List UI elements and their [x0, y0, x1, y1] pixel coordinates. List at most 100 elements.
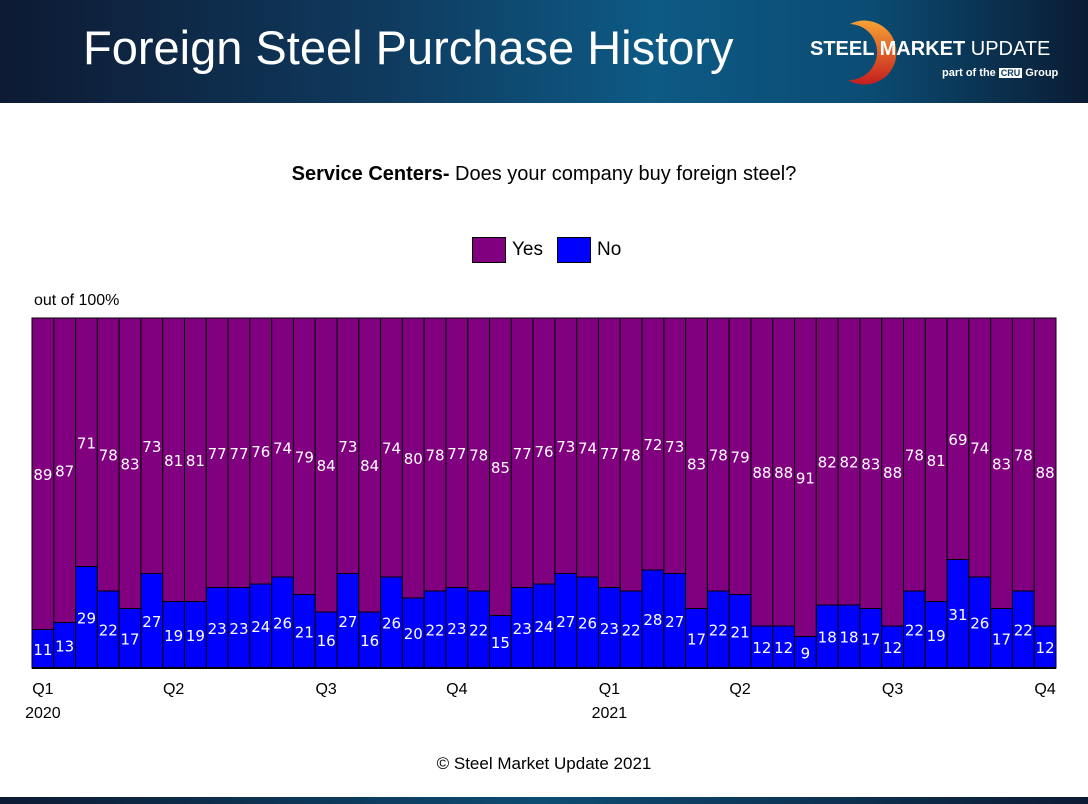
data-label-yes: 78: [99, 447, 118, 465]
data-label-yes: 71: [77, 434, 96, 452]
steel-market-update-logo: STEEL MARKET UPDATE part of the CRU Group: [810, 12, 1070, 92]
legend-swatch-yes: [472, 237, 506, 263]
data-label-no: 22: [622, 622, 641, 640]
footer-strip: [0, 797, 1088, 804]
data-label-no: 23: [600, 620, 619, 638]
data-label-yes: 79: [295, 448, 314, 466]
data-label-no: 24: [251, 618, 270, 636]
data-label-no: 26: [273, 615, 292, 633]
data-label-yes: 84: [317, 457, 336, 475]
data-label-yes: 84: [360, 457, 379, 475]
data-label-no: 17: [687, 630, 706, 648]
data-label-no: 26: [970, 615, 989, 633]
data-label-yes: 88: [1036, 464, 1055, 482]
data-label-no: 16: [360, 632, 379, 650]
data-label-no: 11: [33, 641, 52, 659]
data-label-no: 29: [77, 609, 96, 627]
data-label-no: 22: [426, 622, 445, 640]
data-label-yes: 73: [556, 438, 575, 456]
data-label-yes: 81: [927, 452, 946, 470]
data-label-yes: 88: [752, 464, 771, 482]
data-label-no: 12: [1036, 639, 1055, 657]
data-label-yes: 78: [709, 447, 728, 465]
data-label-yes: 78: [1014, 447, 1033, 465]
data-label-yes: 83: [992, 455, 1011, 473]
data-label-no: 26: [578, 615, 597, 633]
data-label-no: 27: [338, 613, 357, 631]
x-tick-label: Q3: [315, 681, 336, 698]
data-label-yes: 79: [731, 448, 750, 466]
data-label-yes: 82: [839, 454, 858, 472]
x-tick-label: Q4: [446, 681, 467, 698]
data-label-no: 28: [643, 611, 662, 629]
data-label-no: 19: [186, 627, 205, 645]
data-label-yes: 76: [534, 443, 553, 461]
data-label-yes: 83: [120, 455, 139, 473]
data-label-no: 23: [447, 620, 466, 638]
data-label-no: 19: [164, 627, 183, 645]
data-label-yes: 87: [55, 462, 74, 480]
data-label-yes: 74: [382, 440, 401, 458]
chart-title: Service Centers- Does your company buy f…: [0, 163, 1088, 186]
data-label-yes: 74: [578, 440, 597, 458]
data-label-no: 12: [774, 639, 793, 657]
data-label-no: 23: [208, 620, 227, 638]
data-label-no: 27: [142, 613, 161, 631]
data-label-yes: 72: [643, 436, 662, 454]
data-label-no: 18: [818, 629, 837, 647]
data-label-no: 17: [992, 630, 1011, 648]
data-label-yes: 74: [273, 440, 292, 458]
data-label-yes: 81: [186, 452, 205, 470]
data-label-no: 9: [801, 644, 811, 662]
data-label-no: 22: [709, 622, 728, 640]
legend-label-yes: Yes: [512, 239, 543, 260]
data-label-yes: 89: [33, 466, 52, 484]
data-label-no: 22: [99, 622, 118, 640]
data-label-yes: 80: [404, 450, 423, 468]
data-label-yes: 78: [426, 447, 445, 465]
data-label-yes: 73: [665, 438, 684, 456]
data-label-yes: 78: [905, 447, 924, 465]
data-label-yes: 83: [861, 455, 880, 473]
data-label-yes: 69: [948, 431, 967, 449]
data-label-yes: 78: [622, 447, 641, 465]
x-tick-year: 2020: [25, 705, 61, 722]
data-label-yes: 88: [774, 464, 793, 482]
header-banner: Foreign Steel Purchase History STEEL MAR…: [0, 0, 1088, 103]
data-label-yes: 73: [338, 438, 357, 456]
legend-label-no: No: [597, 239, 622, 260]
x-tick-label: Q4: [1034, 681, 1055, 698]
data-label-no: 20: [404, 625, 423, 643]
data-label-yes: 74: [970, 440, 989, 458]
data-label-no: 31: [948, 606, 967, 624]
data-label-no: 19: [927, 627, 946, 645]
data-label-no: 21: [295, 623, 314, 641]
data-label-no: 21: [731, 623, 750, 641]
data-label-no: 13: [55, 637, 74, 655]
data-label-yes: 78: [469, 447, 488, 465]
data-label-yes: 76: [251, 443, 270, 461]
data-label-yes: 77: [447, 445, 466, 463]
data-label-no: 23: [229, 620, 248, 638]
data-label-yes: 82: [818, 454, 837, 472]
copyright: © Steel Market Update 2021: [436, 754, 652, 773]
x-tick-label: Q2: [163, 681, 184, 698]
data-label-no: 22: [469, 622, 488, 640]
legend-swatch-no: [557, 237, 591, 263]
data-label-no: 17: [861, 630, 880, 648]
chart-title-bold: Service Centers-: [291, 163, 450, 185]
data-label-yes: 91: [796, 469, 815, 487]
data-label-yes: 73: [142, 438, 161, 456]
data-label-no: 22: [1014, 622, 1033, 640]
logo-text: STEEL MARKET UPDATE: [810, 38, 1051, 60]
logo-swoosh-icon: [848, 20, 897, 85]
data-label-no: 26: [382, 615, 401, 633]
x-tick-label: Q2: [729, 681, 750, 698]
x-tick-label: Q3: [882, 681, 903, 698]
data-label-yes: 77: [229, 445, 248, 463]
data-label-yes: 88: [883, 464, 902, 482]
chart-title-rest: Does your company buy foreign steel?: [449, 163, 797, 185]
logo-subtext: part of the CRU Group: [942, 67, 1059, 79]
data-label-yes: 77: [600, 445, 619, 463]
